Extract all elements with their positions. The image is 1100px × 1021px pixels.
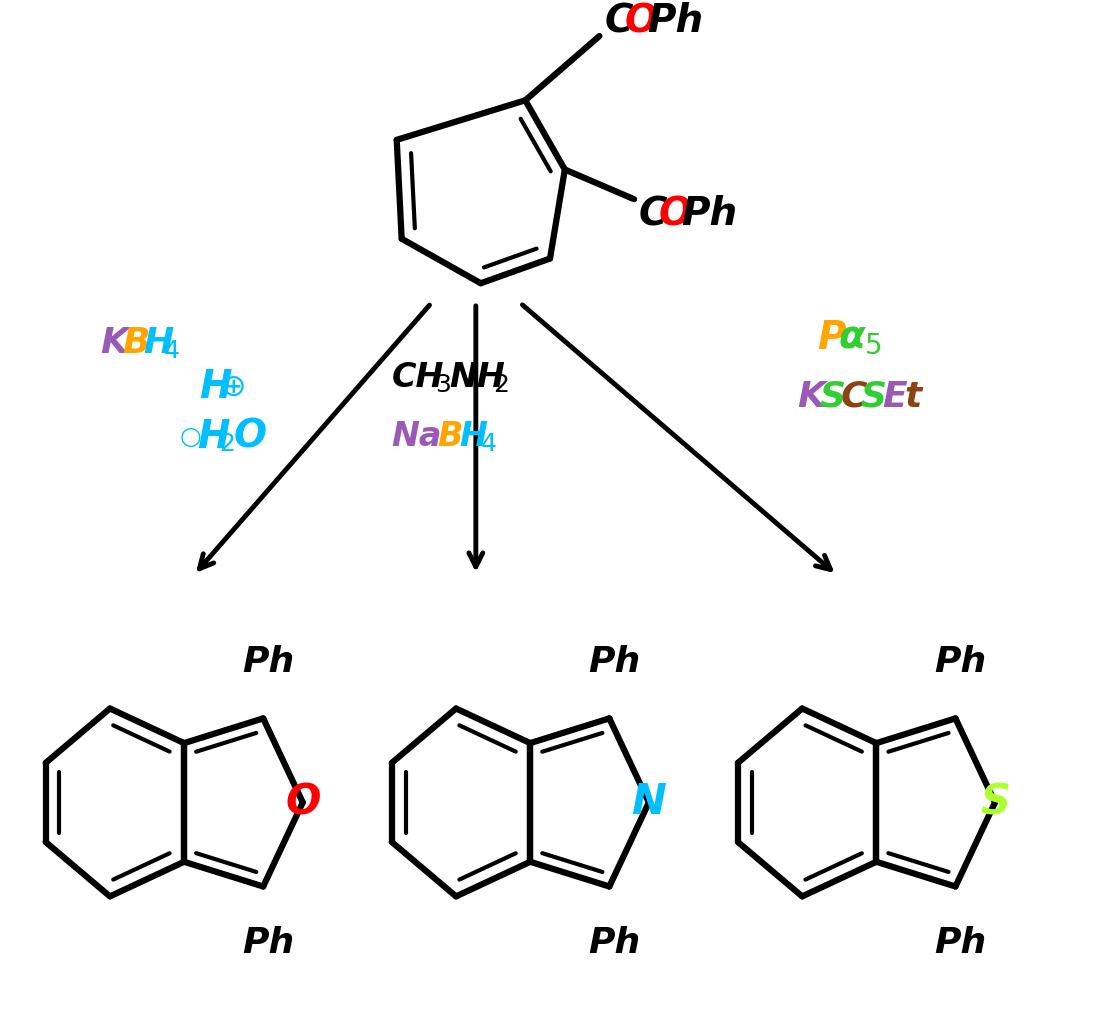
Text: Ph: Ph (934, 645, 987, 679)
Text: α: α (839, 319, 866, 356)
Text: S: S (860, 380, 887, 414)
Text: O: O (659, 195, 692, 233)
Text: H: H (459, 420, 487, 453)
Text: H: H (143, 326, 174, 359)
Text: Ph: Ph (647, 2, 703, 40)
Text: K: K (100, 326, 128, 359)
Text: ⊕: ⊕ (221, 373, 246, 401)
Text: C: C (604, 2, 632, 40)
Text: 4: 4 (481, 433, 497, 456)
Text: 5: 5 (865, 332, 882, 359)
Text: C: C (840, 380, 867, 414)
Text: C: C (639, 195, 668, 233)
Text: S: S (820, 380, 845, 414)
Text: Na: Na (392, 420, 442, 453)
Text: H: H (199, 369, 231, 406)
Text: P: P (817, 319, 846, 356)
Text: E: E (882, 380, 906, 414)
Text: Ph: Ph (242, 645, 295, 679)
Text: Ph: Ph (682, 195, 738, 233)
Text: ○: ○ (179, 425, 201, 448)
Text: CH: CH (392, 360, 444, 394)
Text: 3: 3 (436, 373, 451, 397)
Text: 4: 4 (163, 339, 179, 362)
Text: 2: 2 (219, 433, 234, 456)
Text: 2: 2 (493, 373, 508, 397)
Text: Ph: Ph (588, 645, 640, 679)
Text: Ph: Ph (242, 926, 295, 960)
Text: N: N (631, 781, 667, 824)
Text: K: K (798, 380, 825, 414)
Text: O: O (285, 781, 320, 824)
Text: Ph: Ph (588, 926, 640, 960)
Text: B: B (438, 420, 463, 453)
Text: O: O (624, 2, 657, 40)
Text: H: H (197, 418, 230, 455)
Text: O: O (233, 418, 266, 455)
Text: NH: NH (449, 360, 505, 394)
Text: Ph: Ph (934, 926, 987, 960)
Text: S: S (980, 781, 1010, 824)
Text: t: t (904, 380, 922, 414)
Text: B: B (122, 326, 150, 359)
